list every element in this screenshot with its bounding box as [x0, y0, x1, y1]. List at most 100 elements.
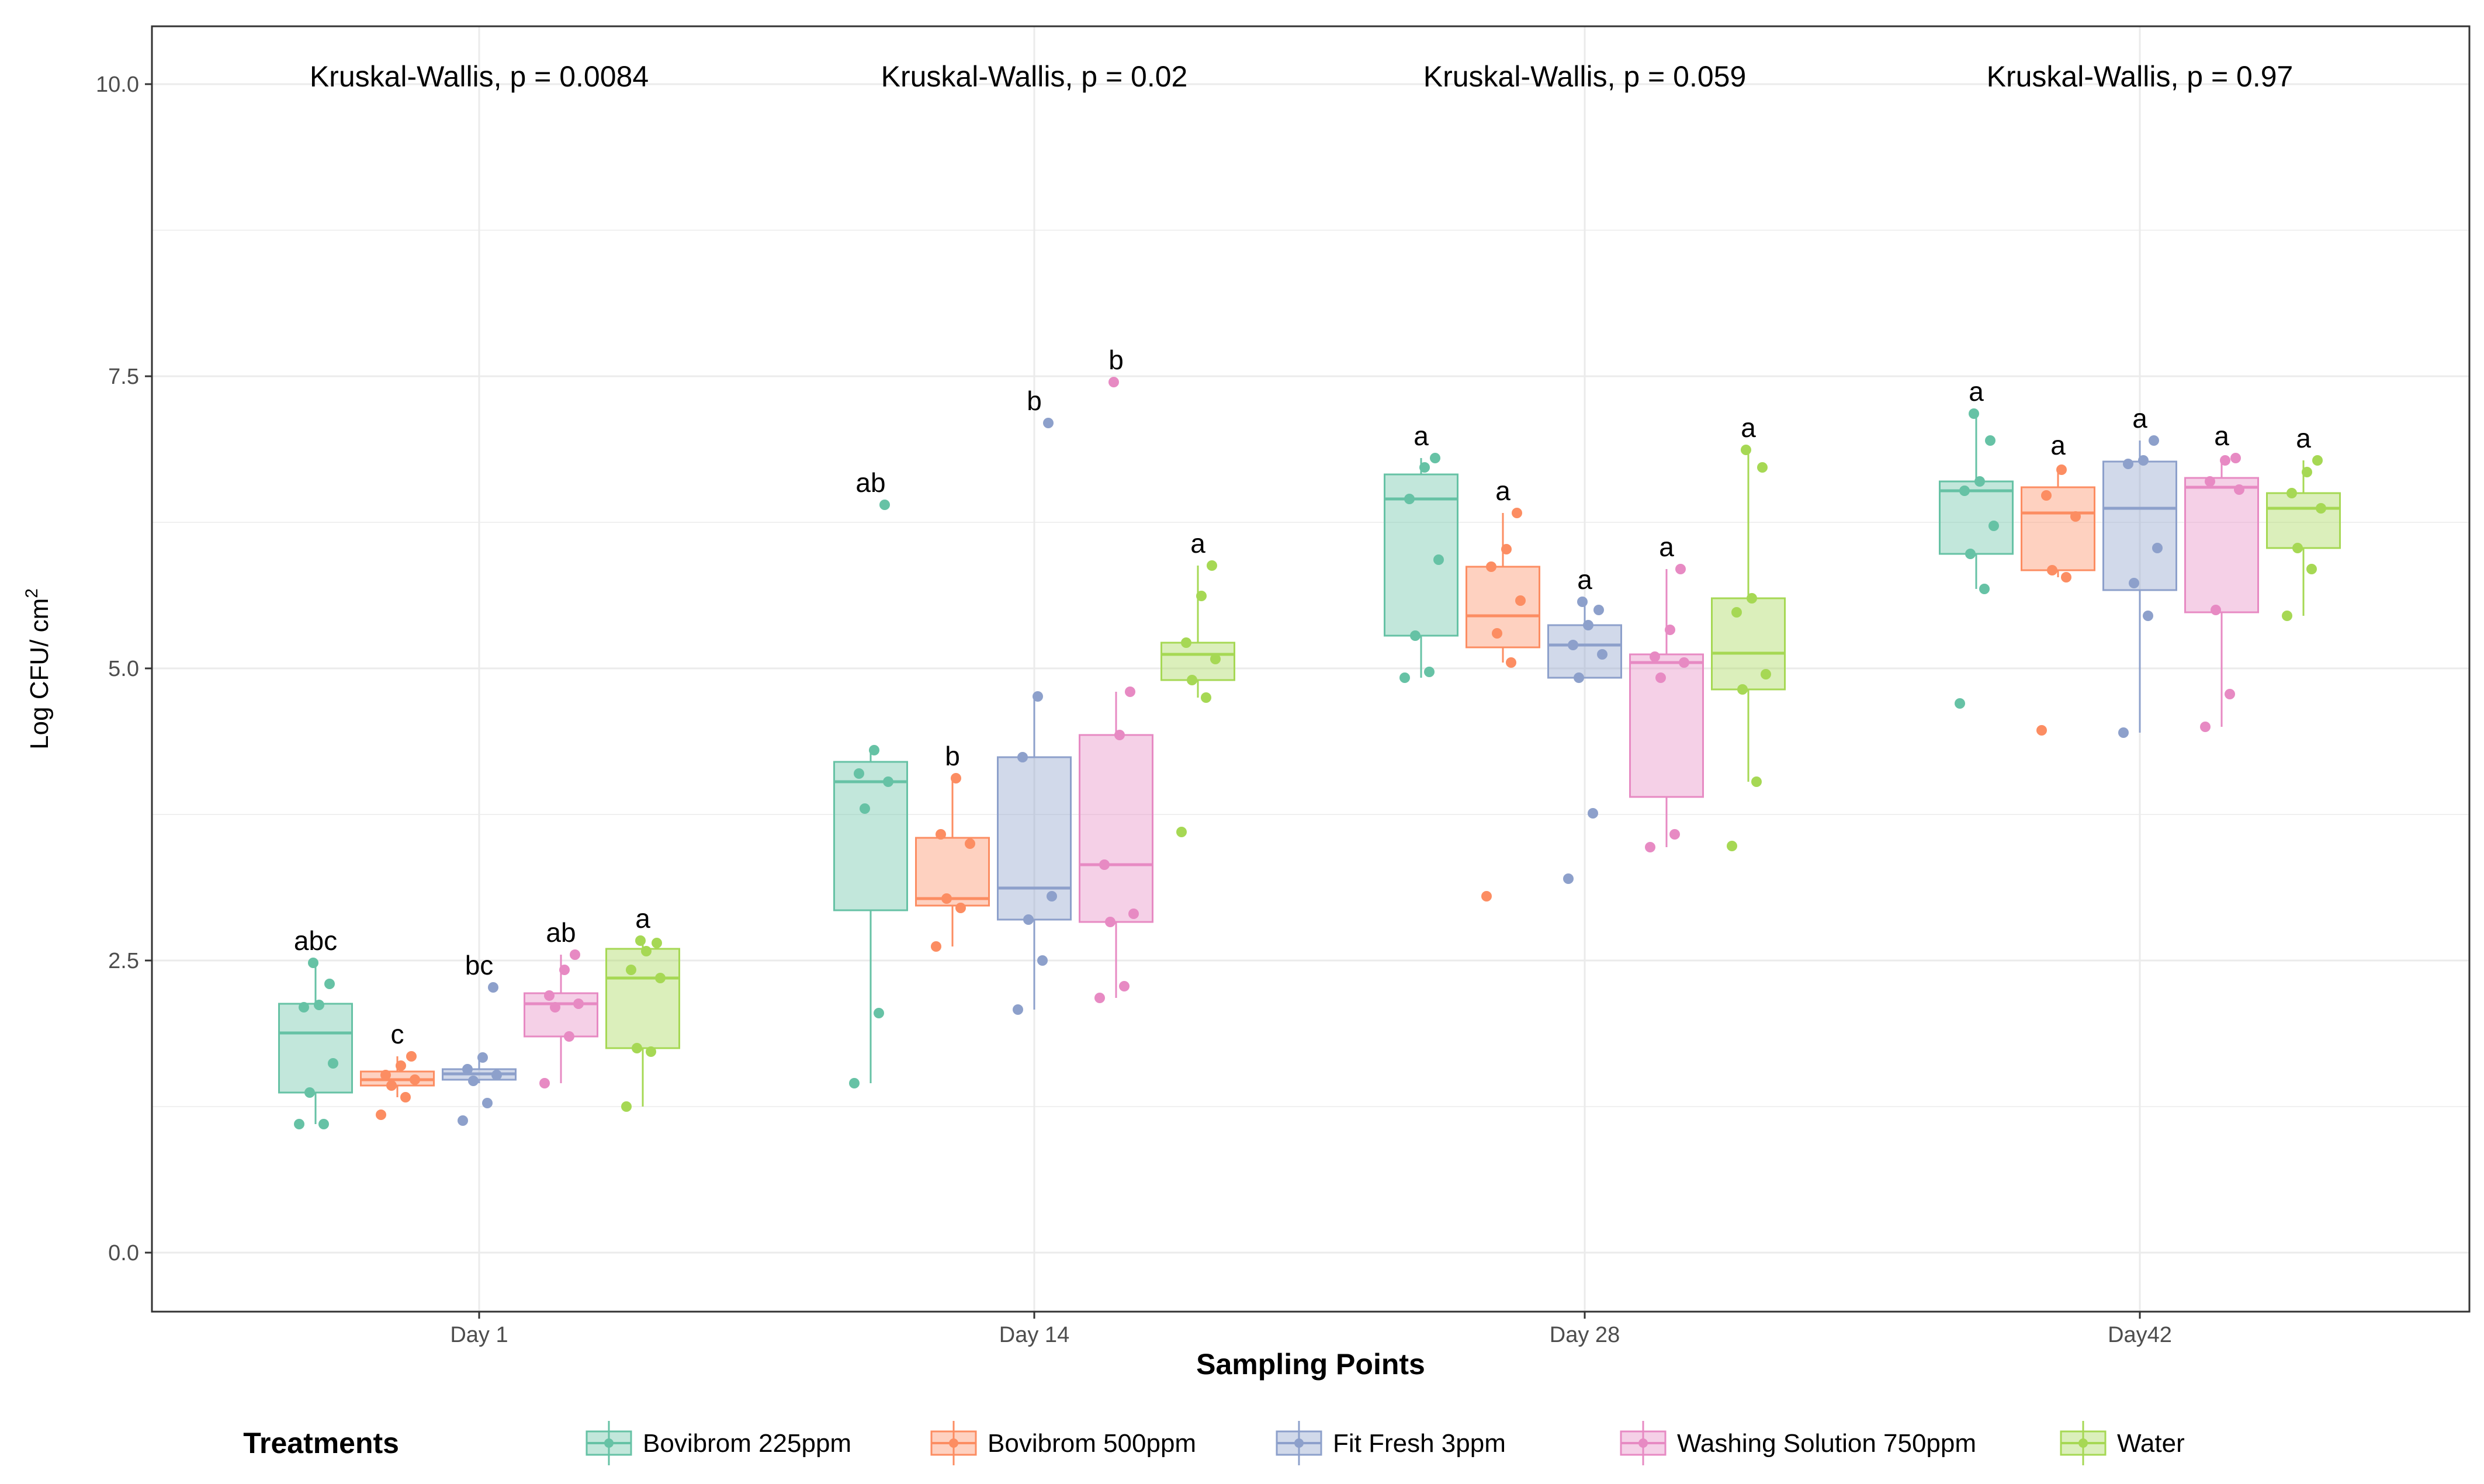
data-point: [539, 1078, 550, 1088]
box-0-3: [1939, 414, 2014, 589]
data-point: [635, 935, 646, 946]
box-4-2: [1711, 450, 1786, 782]
box-body: [1160, 642, 1235, 681]
data-point: [1737, 684, 1748, 695]
data-point: [1013, 1004, 1023, 1015]
legend-item[interactable]: Bovibrom 225ppm: [586, 1421, 851, 1465]
data-point: [1988, 521, 1999, 531]
legend-key-point: [2078, 1438, 2088, 1448]
data-point: [2211, 605, 2221, 615]
significance-letter: a: [635, 903, 650, 934]
legend-item[interactable]: Water: [2060, 1421, 2185, 1465]
significance-letter: a: [2050, 430, 2066, 460]
box-0-2: [1384, 458, 1458, 678]
legend-key-point: [949, 1438, 958, 1448]
legend-item[interactable]: Bovibrom 500ppm: [930, 1421, 1196, 1465]
box-3-1: [1079, 692, 1153, 998]
data-point: [1419, 462, 1430, 473]
data-point: [544, 990, 555, 1001]
data-point: [936, 829, 946, 840]
data-point: [1047, 891, 1057, 902]
data-point: [488, 982, 498, 993]
data-point: [491, 1070, 502, 1080]
box-body: [524, 992, 598, 1038]
data-point: [1099, 859, 1110, 870]
data-point: [1593, 605, 1604, 615]
data-point: [328, 1058, 338, 1069]
data-point: [1114, 730, 1125, 740]
data-point: [1181, 637, 1191, 648]
box-body: [915, 837, 990, 907]
box-1-1: [915, 778, 990, 946]
legend-item[interactable]: Fit Fresh 3ppm: [1276, 1421, 1506, 1465]
data-point: [2149, 435, 2159, 446]
box-body: [1547, 624, 1622, 679]
data-point: [641, 946, 652, 956]
data-point: [1043, 418, 1054, 428]
data-point: [951, 773, 961, 783]
data-point: [1033, 691, 1043, 702]
data-point: [324, 979, 335, 989]
significance-letter: a: [2132, 403, 2147, 434]
y-axis-title-superscript: 2: [22, 588, 41, 598]
data-point: [1433, 554, 1444, 565]
y-axis-title: Log CFU/ cm2: [22, 588, 54, 750]
box-body: [605, 948, 680, 1049]
legend-label: Washing Solution 750ppm: [1677, 1429, 1976, 1458]
legend-item[interactable]: Washing Solution 750ppm: [1620, 1421, 1976, 1465]
box-4-0: [605, 941, 680, 1107]
kruskal-wallis-label: Kruskal-Wallis, p = 0.0084: [310, 60, 649, 93]
kruskal-wallis-labels: Kruskal-Wallis, p = 0.0084 Kruskal-Wallis…: [310, 60, 2294, 93]
significance-letter: a: [1741, 412, 1756, 443]
box-body: [833, 761, 908, 911]
legend-key-point: [1638, 1438, 1648, 1448]
jitter-points: [294, 377, 2326, 1129]
data-point: [1761, 669, 1771, 679]
significance-letter: bc: [465, 950, 494, 980]
data-point: [564, 1031, 574, 1042]
box-1-0: [360, 1056, 435, 1097]
box-4-1: [1160, 566, 1235, 698]
data-point: [2143, 611, 2153, 621]
data-point: [462, 1064, 473, 1074]
data-point: [2312, 455, 2323, 466]
y-tick-label: 0.0: [108, 1241, 139, 1265]
data-point: [1959, 486, 1970, 496]
box-3-2: [1629, 569, 1704, 847]
data-point: [477, 1052, 488, 1063]
data-point: [1430, 453, 1440, 463]
data-point: [1577, 597, 1588, 607]
data-point: [965, 838, 975, 849]
data-point: [2129, 578, 2139, 588]
data-point: [1669, 829, 1680, 840]
data-point: [1105, 917, 1115, 927]
data-point: [2282, 611, 2292, 621]
data-point: [874, 1008, 884, 1018]
data-point: [396, 1060, 406, 1071]
data-point: [1410, 630, 1421, 641]
significance-letter: b: [945, 741, 960, 771]
data-point: [2230, 453, 2241, 463]
legend-key-point: [604, 1438, 614, 1448]
data-point: [941, 893, 952, 904]
data-point: [1588, 808, 1598, 819]
data-point: [1424, 667, 1435, 677]
data-point: [2036, 725, 2047, 736]
kruskal-wallis-label: Kruskal-Wallis, p = 0.97: [1987, 60, 2294, 93]
box-body: [2021, 486, 2095, 571]
data-point: [1747, 593, 1757, 604]
data-point: [458, 1115, 468, 1126]
data-point: [849, 1078, 860, 1088]
data-point: [1125, 686, 1135, 697]
box-body: [1711, 597, 1786, 691]
significance-letter: a: [1414, 421, 1429, 451]
data-point: [655, 973, 666, 983]
data-point: [2316, 503, 2326, 514]
data-point: [406, 1051, 417, 1062]
legend-key-point: [1294, 1438, 1304, 1448]
data-point: [1094, 993, 1105, 1003]
data-point: [2205, 476, 2215, 487]
data-point: [2138, 455, 2149, 466]
kruskal-wallis-label: Kruskal-Wallis, p = 0.059: [1423, 60, 1747, 93]
kruskal-wallis-label: Kruskal-Wallis, p = 0.02: [881, 60, 1188, 93]
